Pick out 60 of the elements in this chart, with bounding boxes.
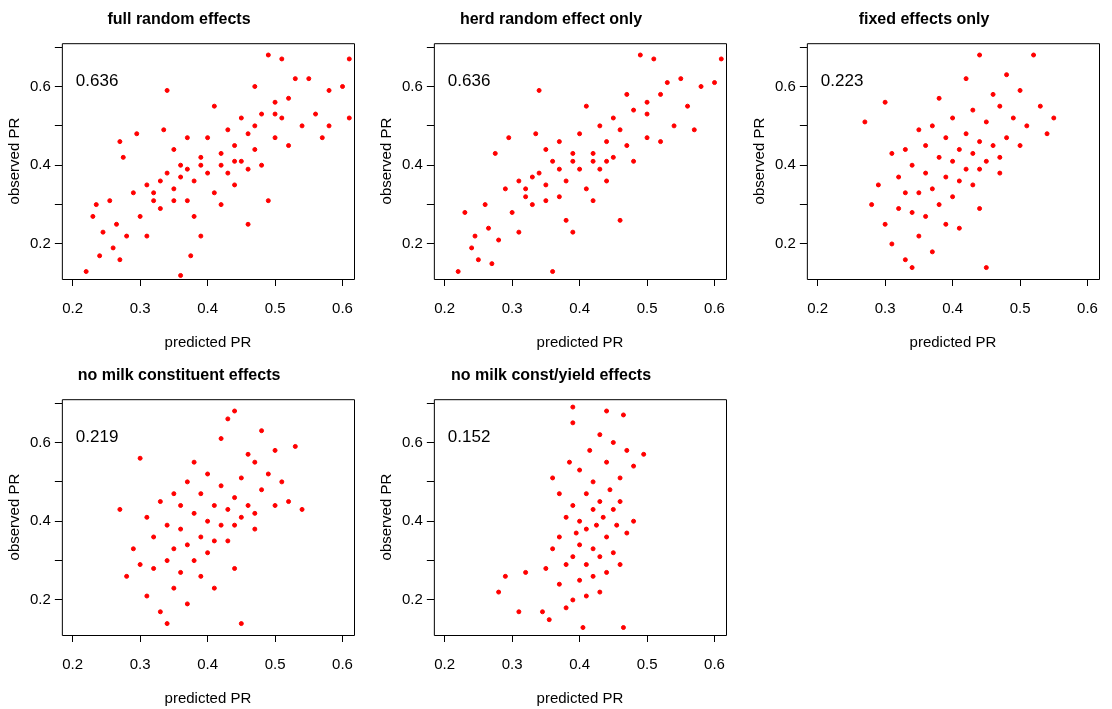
x-tick-label: 0.3 (501, 655, 523, 673)
x-tick-label: 0.2 (807, 299, 829, 317)
chart-title: fixed effects only (858, 10, 990, 28)
annotation: 0.219 (75, 427, 119, 447)
x-tick-label: 0.6 (704, 299, 725, 317)
y-tick-label: 0.2 (29, 590, 51, 608)
y-tick-label: 0.4 (29, 155, 51, 173)
annotation: 0.223 (820, 71, 864, 91)
x-tick-label: 0.2 (62, 299, 84, 317)
x-tick-label: 0.3 (129, 655, 151, 673)
x-tick-label: 0.5 (264, 299, 286, 317)
x-tick-label: 0.3 (501, 299, 523, 317)
x-tick-label: 0.2 (434, 299, 456, 317)
chart-title: herd random effect only (459, 10, 643, 28)
y-tick-label: 0.4 (401, 155, 423, 173)
y-tick-label: 0.4 (774, 155, 796, 173)
annotation: 0.636 (447, 71, 491, 91)
y-axis-title: observed PR (5, 117, 23, 205)
y-axis-title: observed PR (750, 117, 768, 205)
x-tick-label: 0.6 (332, 655, 353, 673)
y-axis-title: observed PR (377, 473, 395, 561)
chart-title: no milk const/yield effects (450, 366, 652, 384)
x-tick-label: 0.5 (636, 299, 658, 317)
x-tick-label: 0.4 (569, 655, 591, 673)
y-tick-label: 0.4 (401, 511, 423, 529)
y-axis-title: observed PR (377, 117, 395, 205)
x-tick-label: 0.6 (332, 299, 353, 317)
y-tick-label: 0.6 (774, 76, 796, 94)
y-axis-title: observed PR (5, 473, 23, 561)
annotation: 0.152 (447, 427, 491, 447)
y-tick-label: 0.4 (29, 511, 51, 529)
x-tick-label: 0.4 (569, 299, 591, 317)
x-axis-title: predicted PR (909, 333, 997, 351)
x-tick-label: 0.2 (434, 655, 456, 673)
x-axis-title: predicted PR (164, 333, 252, 351)
chart-title: no milk constituent effects (77, 366, 281, 384)
x-tick-label: 0.3 (129, 299, 151, 317)
x-axis-title: predicted PR (164, 689, 252, 707)
y-tick-label: 0.6 (401, 432, 423, 450)
y-tick-label: 0.2 (29, 234, 51, 252)
chart-title: full random effects (107, 10, 251, 28)
y-tick-label: 0.6 (29, 76, 51, 94)
x-axis-title: predicted PR (536, 333, 624, 351)
x-tick-label: 0.3 (874, 299, 896, 317)
x-tick-label: 0.4 (197, 299, 219, 317)
x-tick-label: 0.2 (62, 655, 84, 673)
x-tick-label: 0.4 (197, 655, 219, 673)
x-tick-label: 0.5 (1009, 299, 1031, 317)
annotation: 0.636 (75, 71, 119, 91)
x-tick-label: 0.4 (942, 299, 964, 317)
y-tick-label: 0.2 (401, 590, 423, 608)
x-tick-label: 0.5 (264, 655, 286, 673)
y-tick-label: 0.6 (29, 432, 51, 450)
x-tick-label: 0.5 (636, 655, 658, 673)
y-tick-label: 0.2 (774, 234, 796, 252)
x-axis-title: predicted PR (536, 689, 624, 707)
x-tick-label: 0.6 (1077, 299, 1098, 317)
x-tick-label: 0.6 (704, 655, 725, 673)
y-tick-label: 0.6 (401, 76, 423, 94)
y-tick-label: 0.2 (401, 234, 423, 252)
